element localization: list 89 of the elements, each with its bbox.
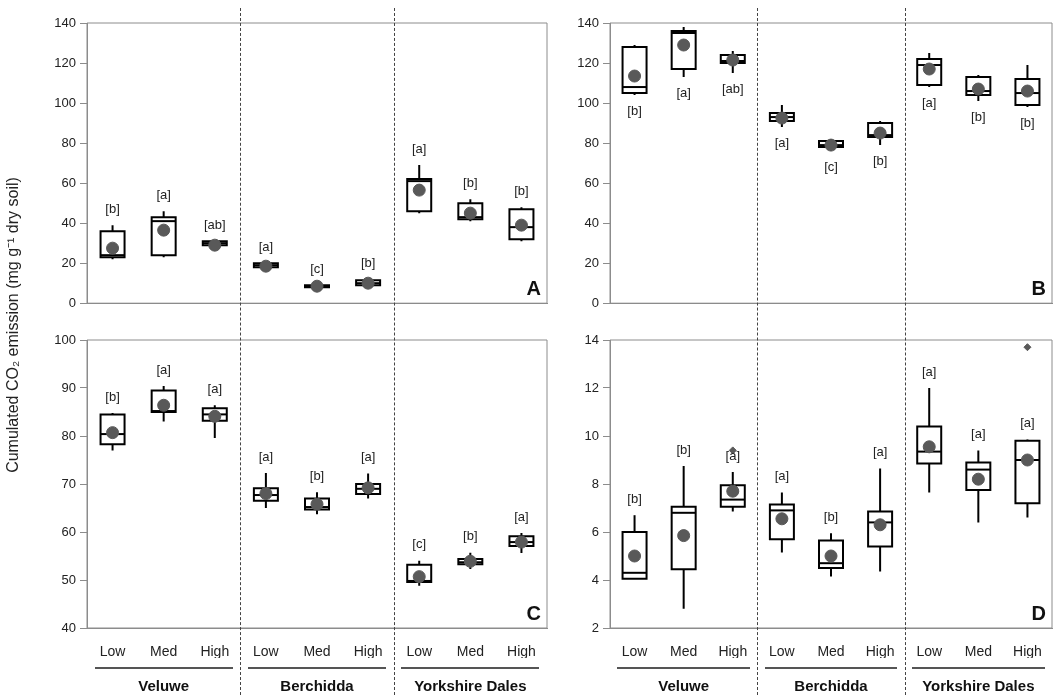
annotation: [c]	[310, 260, 324, 276]
annotation: [a]	[156, 361, 171, 377]
y-tick-label: 140	[54, 14, 76, 30]
annotation: [a]	[971, 425, 986, 441]
x-tick-label: Low	[916, 643, 943, 660]
annotation: [b]	[463, 528, 478, 544]
annotation: [ab]	[203, 216, 226, 232]
y-tick-label: 0	[68, 294, 76, 310]
annotation: [c]	[824, 158, 838, 174]
text: Yorkshire Dales	[413, 677, 528, 694]
annotation: B	[1031, 276, 1046, 299]
text: Yorkshire Dales	[921, 677, 1036, 694]
x-tick-label: Low	[769, 643, 796, 660]
annotation: [a]	[411, 140, 427, 156]
y-tick-label: 14	[584, 331, 599, 347]
y-tick-label: 2	[591, 619, 599, 635]
x-tick-label: Med	[670, 643, 698, 660]
annotation: [a]	[774, 134, 790, 150]
y-tick-label: 40	[61, 619, 76, 635]
annotation: [b]	[360, 254, 376, 270]
y-axis-title: Cumulated CO₂ emission (mg g⁻¹ dry soil)	[3, 177, 22, 473]
annotation: [b]	[1020, 114, 1035, 130]
x-tick-label: Low	[621, 643, 649, 660]
annotation: D	[1031, 601, 1046, 624]
y-tick-label: 80	[61, 427, 76, 443]
annotation: [a]	[872, 443, 888, 459]
annotation: [b]	[463, 174, 478, 190]
annotation: [c]	[412, 536, 427, 552]
y-tick-label: 80	[584, 134, 599, 150]
y-tick-label: 40	[61, 214, 76, 230]
annotation: [a]	[156, 186, 171, 202]
y-tick-label: 100	[54, 331, 76, 347]
annotation: [a]	[921, 363, 937, 379]
y-tick-label: 8	[591, 475, 599, 491]
y-tick-label: 70	[61, 475, 76, 491]
y-tick-label: 4	[591, 571, 599, 587]
x-tick-label: Low	[253, 643, 280, 660]
y-tick-label: 60	[584, 174, 599, 190]
annotation: A	[526, 276, 541, 299]
annotation: [b]	[627, 490, 642, 506]
annotation: [a]	[921, 94, 937, 110]
x-tick-label: Med	[303, 643, 331, 660]
y-tick-label: 6	[591, 523, 599, 539]
text: Veluwe	[137, 677, 191, 694]
annotation: [b]	[105, 388, 120, 404]
annotation: [a]	[360, 449, 376, 465]
annotation: [a]	[258, 238, 274, 254]
y-tick-label: 90	[61, 379, 76, 395]
y-tick-label: 40	[584, 214, 599, 230]
annotation: [b]	[823, 508, 839, 524]
y-tick-label: 0	[591, 294, 599, 310]
x-tick-label: Med	[964, 643, 992, 660]
annotation: [b]	[872, 152, 888, 168]
annotation: [b]	[105, 200, 120, 216]
y-tick-label: 100	[577, 94, 599, 110]
x-tick-label: Med	[817, 643, 845, 660]
y-tick-label: 140	[577, 14, 599, 30]
annotation: [a]	[774, 467, 790, 483]
annotation: [b]	[676, 441, 691, 457]
annotation: [a]	[676, 84, 691, 100]
x-tick-label: Med	[150, 643, 178, 660]
y-tick-label: 120	[577, 54, 599, 70]
text: Veluwe	[657, 677, 711, 694]
annotation: C	[526, 601, 541, 624]
annotation: [b]	[309, 467, 325, 483]
y-tick-label: 60	[61, 174, 76, 190]
annotation: [b]	[627, 102, 642, 118]
annotation: [ab]	[721, 80, 744, 96]
annotation: [a]	[514, 508, 529, 524]
y-tick-label: 100	[54, 94, 76, 110]
y-tick-label: 60	[61, 523, 76, 539]
annotation: [a]	[1020, 415, 1035, 431]
y-tick-label: 20	[584, 254, 599, 270]
x-tick-label: Low	[406, 643, 433, 660]
y-tick-label: 120	[54, 54, 76, 70]
y-tick-label: 12	[584, 379, 599, 395]
y-tick-label: 50	[61, 571, 76, 587]
annotation: [b]	[514, 182, 529, 198]
annotation: [b]	[971, 108, 986, 124]
text: Berchidda	[793, 677, 869, 694]
y-tick-label: 20	[61, 254, 76, 270]
y-tick-label: 10	[584, 427, 599, 443]
y-tick-label: 80	[61, 134, 76, 150]
text: Berchidda	[279, 677, 355, 694]
x-tick-label: Med	[456, 643, 484, 660]
annotation: [a]	[258, 448, 274, 464]
x-tick-label: Low	[99, 643, 127, 660]
annotation: [a]	[725, 447, 741, 463]
annotation: [a]	[207, 380, 223, 396]
